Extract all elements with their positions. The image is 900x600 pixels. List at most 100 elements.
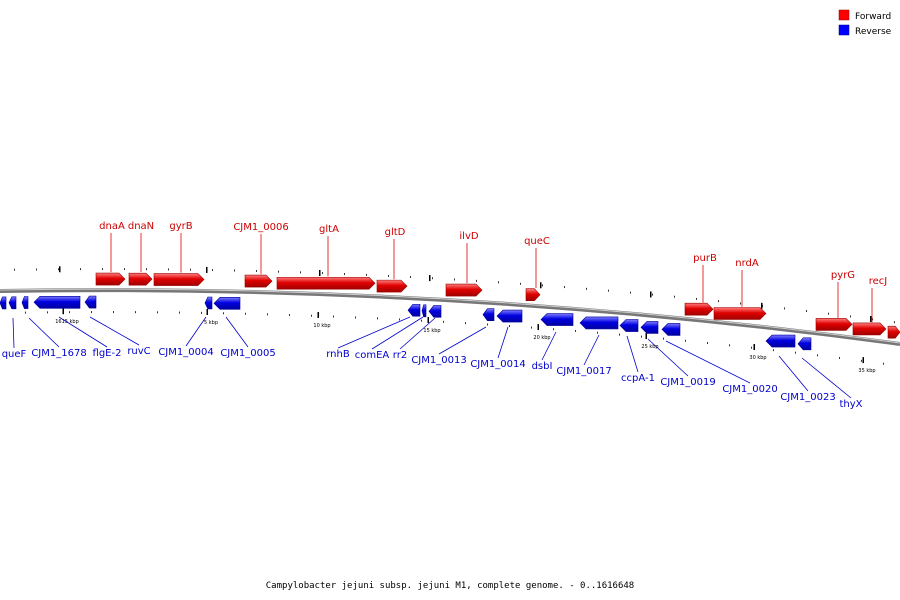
minor-tick-lower — [443, 320, 444, 323]
major-tick-lower — [62, 308, 64, 315]
minor-tick-upper — [300, 271, 301, 274]
tick-label: 25 kbp — [641, 344, 658, 350]
forward-gene-label: pyrG — [831, 270, 855, 281]
minor-tick-lower — [751, 346, 752, 349]
tick-label: 5 kbp — [204, 320, 218, 326]
tick-labels: 1615 kbp 5 kbp 10 kbp 15 kbp 20 kbp 25 kbp 30 … — [55, 319, 875, 374]
reverse-label-connector — [801, 357, 852, 399]
minor-tick-lower — [201, 311, 202, 314]
forward-gene-arrow — [276, 276, 376, 290]
minor-tick-upper — [58, 268, 59, 271]
forward-gene-label: purB — [693, 253, 717, 264]
reverse-label-connector — [12, 317, 15, 349]
legend-forward-swatch — [838, 9, 850, 21]
minor-tick-lower — [597, 331, 598, 334]
tick-label: 1615 kbp — [55, 319, 79, 325]
forward-gene-arrow — [376, 279, 408, 293]
major-tick-lower — [317, 311, 319, 318]
minor-tick-upper — [212, 269, 213, 272]
minor-tick-lower — [795, 351, 796, 354]
genome-backbone — [0, 288, 900, 346]
reverse-gene-arrow — [421, 304, 427, 318]
minor-tick-upper — [740, 302, 741, 305]
label-connectors — [12, 233, 873, 399]
gene-features — [0, 272, 900, 351]
minor-tick-upper — [102, 268, 103, 271]
minor-tick-lower — [817, 354, 818, 357]
minor-tick-lower — [641, 335, 642, 338]
forward-gene-arrow — [852, 322, 887, 336]
major-tick-upper — [429, 275, 431, 282]
minor-tick-lower — [729, 344, 730, 347]
major-tick-upper — [540, 282, 542, 289]
forward-gene-label: queC — [524, 236, 550, 247]
reverse-gene-arrow — [765, 334, 796, 348]
reverse-label-connector — [665, 340, 751, 384]
reverse-gene-label: ruvC — [127, 346, 150, 357]
minor-tick-lower — [267, 313, 268, 316]
minor-tick-upper — [432, 277, 433, 280]
reverse-gene-arrow — [797, 337, 812, 351]
minor-tick-upper — [454, 278, 455, 281]
legend-reverse-swatch — [838, 24, 850, 36]
reverse-gene-label: CJM1_0019 — [660, 377, 715, 388]
minor-tick-upper — [80, 268, 81, 271]
major-tick-upper — [206, 266, 208, 273]
reverse-gene-label: comEA — [355, 350, 390, 361]
minor-tick-lower — [245, 312, 246, 315]
minor-tick-lower — [487, 323, 488, 326]
minor-tick-upper — [652, 293, 653, 296]
minor-tick-lower — [135, 311, 136, 314]
minor-tick-upper — [608, 289, 609, 292]
reverse-gene-label: CJM1_0023 — [780, 392, 835, 403]
tick-label: 10 kbp — [313, 323, 330, 329]
minor-tick-upper — [190, 268, 191, 271]
minor-tick-lower — [91, 311, 92, 314]
minor-tick-lower — [685, 339, 686, 342]
minor-tick-upper — [872, 318, 873, 321]
reverse-gene-label: queF — [2, 349, 27, 360]
reverse-label-connector — [399, 317, 436, 350]
minor-tick-upper — [388, 274, 389, 277]
reverse-gene-arrow — [21, 296, 29, 309]
minor-tick-lower — [69, 311, 70, 314]
major-tick-upper — [59, 266, 61, 273]
reverse-gene-label: CJM1_0013 — [411, 355, 466, 366]
minor-tick-upper — [234, 269, 235, 272]
reverse-gene-label: rr2 — [393, 350, 407, 361]
reverse-label-connector — [89, 316, 140, 346]
minor-tick-upper — [322, 272, 323, 275]
minor-tick-lower — [553, 328, 554, 331]
reverse-gene-label: CJM1_0005 — [220, 348, 275, 359]
forward-gene-arrow — [525, 288, 541, 302]
reverse-label-connector — [583, 334, 600, 366]
reverse-gene-arrow — [0, 296, 7, 310]
reverse-gene-label: ccpA-1 — [621, 373, 655, 384]
minor-tick-lower — [773, 349, 774, 352]
reverse-label-connector — [337, 316, 411, 349]
reverse-label-connector — [541, 331, 557, 361]
minor-tick-upper — [366, 273, 367, 276]
reverse-gene-arrow — [407, 303, 421, 317]
genome-backbone-highlight — [0, 288, 900, 344]
minor-tick-upper — [718, 300, 719, 303]
minor-tick-upper — [256, 270, 257, 273]
minor-tick-lower — [179, 311, 180, 314]
minor-tick-upper — [14, 268, 15, 271]
minor-tick-lower — [575, 329, 576, 332]
forward-gene-label: dnaA — [99, 221, 125, 232]
major-tick-lower — [427, 316, 429, 323]
forward-gene-label: nrdA — [735, 258, 759, 269]
minor-tick-upper — [784, 307, 785, 310]
forward-gene-arrow — [887, 325, 900, 339]
reverse-gene-arrow — [496, 309, 523, 323]
reverse-gene-arrow — [33, 295, 81, 309]
tick-label: 20 kbp — [533, 335, 550, 341]
forward-gene-label: gltA — [319, 224, 339, 235]
reverse-gene-label: CJM1_0020 — [722, 384, 777, 395]
minor-tick-upper — [894, 321, 895, 324]
minor-tick-upper — [498, 281, 499, 284]
forward-gene-label: recJ — [869, 276, 888, 287]
minor-tick-lower — [113, 311, 114, 314]
forward-gene-arrow — [244, 274, 273, 288]
